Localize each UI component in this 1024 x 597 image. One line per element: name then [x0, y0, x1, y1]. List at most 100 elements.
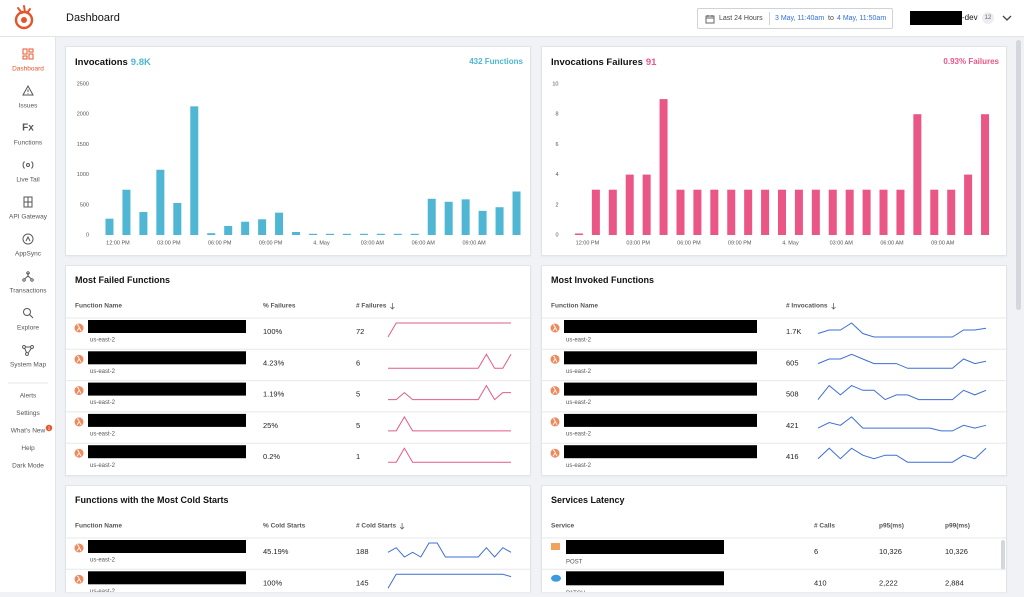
redacted[interactable] — [564, 382, 757, 396]
redacted[interactable] — [88, 540, 246, 553]
cell: 605 — [786, 358, 799, 367]
nav-label[interactable]: Issues — [19, 103, 39, 110]
redacted — [566, 540, 724, 554]
bar — [608, 189, 617, 235]
bar — [342, 233, 351, 235]
y-tick-label: 1000 — [77, 172, 89, 178]
nav-label[interactable]: Transactions — [10, 288, 48, 295]
region: us-east-2 — [566, 369, 592, 375]
title-value: 9.8K — [131, 57, 151, 68]
range-start: 3 May, 11:40am — [775, 15, 825, 22]
redacted[interactable] — [88, 382, 246, 396]
nav-icon — [23, 308, 34, 319]
column-header[interactable]: Service — [551, 523, 575, 530]
bar — [794, 189, 803, 235]
column-header[interactable]: Function Name — [75, 303, 122, 310]
nav-label[interactable]: Functions — [14, 140, 43, 147]
nav-link[interactable]: Settings — [16, 410, 40, 417]
lambda — [552, 387, 558, 394]
lambda — [552, 355, 558, 363]
bar — [156, 169, 165, 235]
sparkline — [817, 416, 987, 432]
title-value: 91 — [646, 57, 657, 68]
cell: 72 — [356, 327, 364, 336]
y-tick-label: 0 — [86, 232, 89, 238]
x-tick-label: 03:00 PM — [626, 240, 650, 246]
chevron[interactable] — [1002, 15, 1012, 23]
column-header[interactable]: Function Name — [551, 303, 598, 310]
logo[interactable] — [4, 0, 44, 37]
region: us-east-2 — [90, 338, 116, 344]
column-header[interactable]: % Cold Starts — [263, 523, 306, 530]
nav-link[interactable]: What's New — [11, 428, 46, 435]
bar — [964, 174, 973, 235]
cell: 100% — [263, 327, 283, 336]
nav-label[interactable]: Dashboard — [12, 66, 44, 73]
bar — [292, 231, 301, 235]
bar — [478, 210, 487, 235]
nav-label[interactable]: AppSync — [15, 251, 42, 258]
column-header[interactable]: p99(ms) — [945, 523, 970, 530]
redacted — [566, 571, 724, 586]
y-tick-label: 1500 — [77, 142, 89, 148]
bar — [393, 233, 402, 235]
service-icon — [551, 574, 561, 582]
region: us-east-2 — [566, 463, 592, 469]
nav-link[interactable]: Alerts — [20, 393, 37, 400]
lambda — [76, 544, 82, 552]
redacted[interactable] — [88, 351, 246, 365]
x-tick-label: 12:00 PM — [576, 240, 600, 246]
badge-count: 1 — [48, 425, 51, 430]
bar — [427, 198, 436, 235]
nav-link[interactable]: Dark Mode — [12, 462, 44, 469]
x-tick-label: 4. May — [313, 240, 330, 246]
column-header[interactable]: # Failures — [356, 303, 387, 310]
bar — [879, 189, 888, 235]
bar — [930, 189, 939, 235]
x-tick-label: 12:00 PM — [106, 240, 130, 246]
bar — [224, 225, 233, 235]
cell: 188 — [356, 547, 369, 556]
scrollbar[interactable] — [1016, 40, 1021, 310]
nav-label[interactable]: Explore — [17, 325, 39, 332]
redacted[interactable] — [88, 445, 246, 459]
redacted[interactable] — [88, 413, 246, 427]
column-header[interactable]: # Calls — [814, 523, 835, 530]
region: us-east-2 — [566, 431, 592, 437]
account-name[interactable]: -dev — [962, 13, 978, 22]
cell: 5 — [356, 421, 360, 430]
y-tick-label: 6 — [555, 142, 558, 148]
nav-label[interactable]: API Gateway — [9, 214, 48, 221]
column-header[interactable]: # Cold Starts — [356, 523, 396, 530]
redacted[interactable] — [564, 320, 757, 333]
bar — [761, 189, 770, 235]
table: Most Invoked Functions Function Name # Inv… — [542, 275, 1006, 469]
redacted[interactable] — [564, 413, 757, 427]
redacted[interactable] — [564, 445, 757, 459]
cell: 10,326 — [879, 547, 902, 556]
bar — [275, 212, 284, 235]
nav-link[interactable]: Help — [21, 445, 35, 452]
x-tick-label: 06:00 PM — [677, 240, 701, 246]
range-end: 4 May, 11:50am — [837, 15, 887, 22]
redacted[interactable] — [564, 351, 757, 365]
service-method: PATCH — [566, 591, 585, 592]
redacted[interactable] — [88, 571, 246, 585]
date-range[interactable]: Last 24 Hours 3 May, 11:40am to 4 May, 1… — [697, 8, 893, 29]
cell: 508 — [786, 390, 799, 399]
column-header[interactable]: p95(ms) — [879, 523, 904, 530]
nav-label[interactable]: System Map — [10, 362, 47, 369]
sparkline — [388, 353, 512, 369]
sparkline — [387, 542, 512, 558]
nav-label[interactable]: Live Tail — [16, 177, 40, 184]
region: us-east-2 — [90, 369, 116, 375]
redacted[interactable] — [88, 320, 246, 333]
y-tick-label: 2000 — [77, 112, 89, 118]
column-header[interactable]: # Invocations — [786, 303, 828, 310]
column-header[interactable]: Function Name — [75, 523, 122, 530]
cell: 45.19% — [263, 547, 289, 556]
table: Services Latency Service # Calls p95(ms) p99… — [542, 495, 1006, 592]
bar — [778, 189, 786, 235]
divider — [769, 12, 770, 25]
column-header[interactable]: % Failures — [263, 303, 296, 310]
